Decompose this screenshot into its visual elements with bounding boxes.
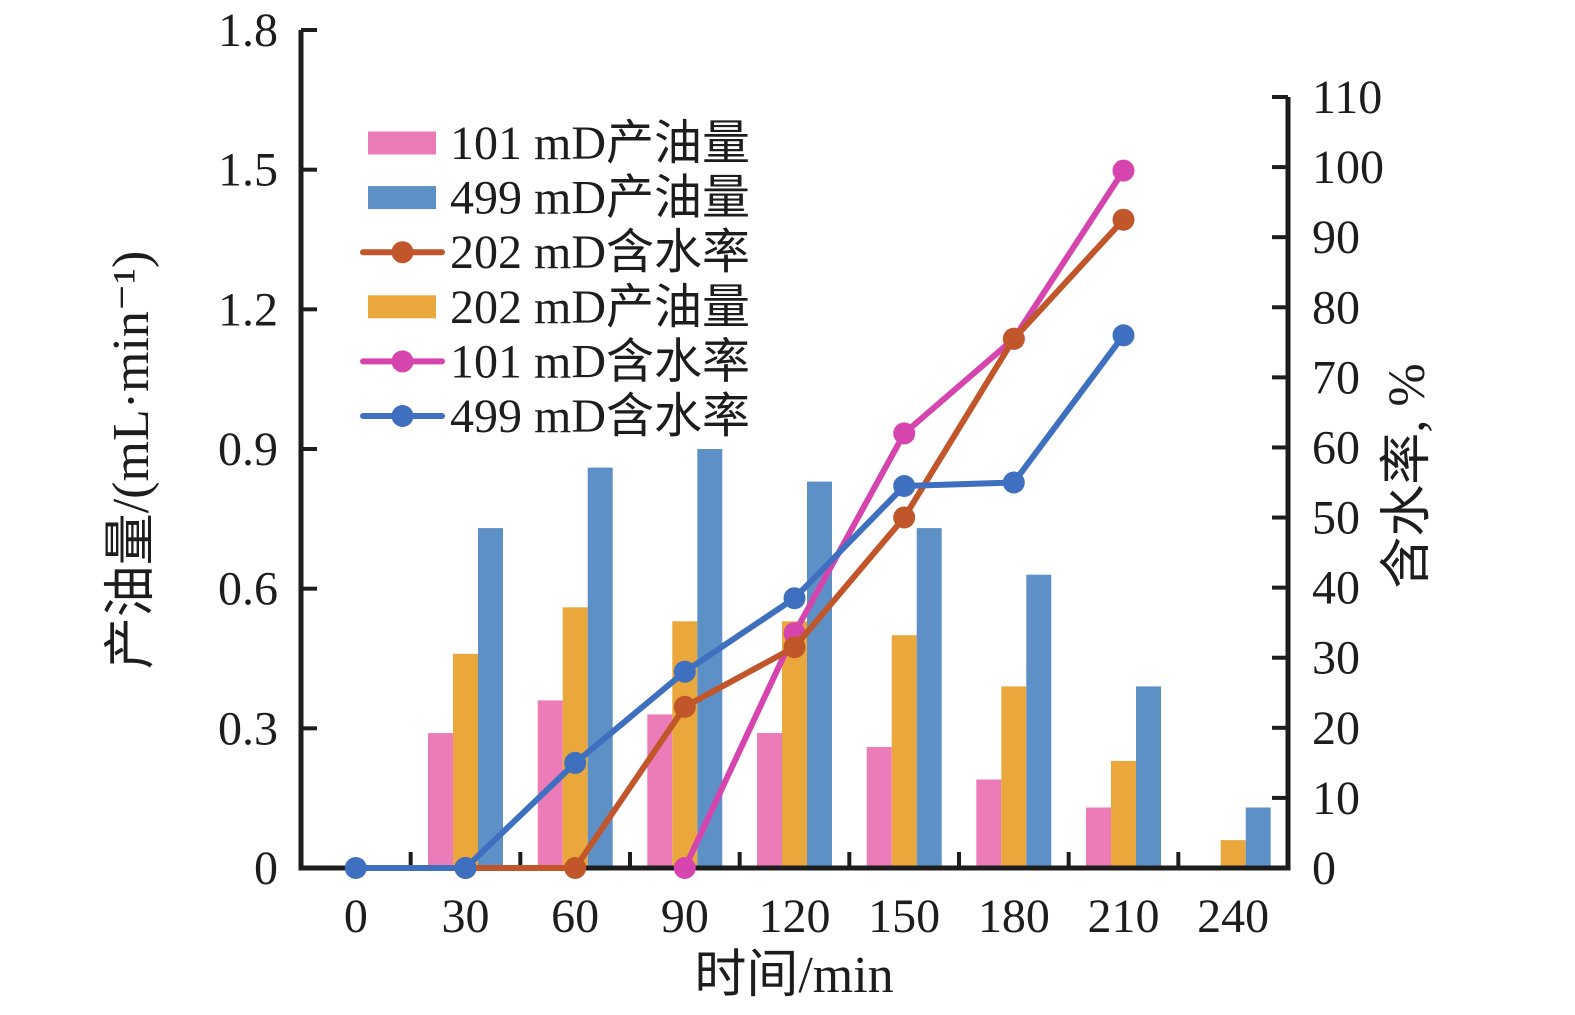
right-tick-label: 30 [1312,632,1360,685]
legend-label: 499 mD含水率 [450,390,750,443]
legend-bar-swatch [368,186,436,210]
x-tick-label: 120 [759,890,831,943]
bar-2-cat-180 [1026,574,1052,868]
bar-0-cat-30 [428,733,453,868]
line-marker [564,857,587,879]
legend-label: 202 mD含水率 [450,226,750,279]
bars-layer [428,449,1271,868]
x-tick-label: 150 [868,890,940,943]
legend-item-3: 202 mD产油量 [368,281,750,334]
right-axis-title: 含水率, % [1379,363,1436,588]
line-marker [1112,208,1135,231]
bar-2-cat-60 [587,467,613,868]
legend-item-2: 202 mD含水率 [360,226,750,279]
legend-item-4: 101 mD含水率 [360,335,750,388]
legend-label: 202 mD产油量 [450,281,750,334]
bar-1-cat-120 [782,621,807,868]
right-tick-label: 10 [1312,772,1360,825]
right-tick-label: 80 [1312,281,1360,334]
right-tick-label: 100 [1312,141,1384,194]
bar-1-cat-90 [672,621,698,868]
line-marker [893,506,916,529]
right-tick-label: 40 [1312,562,1360,615]
legend-line-dot [391,350,414,373]
legend-label: 499 mD产油量 [450,172,750,225]
legend-item-5: 499 mD含水率 [360,390,750,443]
legend-item-0: 101 mD产油量 [368,117,750,170]
x-axis-title: 时间/min [694,947,893,1004]
bar-1-cat-150 [891,635,917,868]
line-marker [673,695,696,718]
left-axis-title: 产油量/(mL·min⁻¹) [103,251,160,670]
legend-bar-swatch [368,295,436,319]
left-tick-label: 1.8 [218,4,278,57]
legend-item-1: 499 mD产油量 [368,172,750,225]
legend-label: 101 mD含水率 [450,335,750,388]
bar-0-cat-150 [866,747,892,868]
legend-bar-swatch [368,131,436,155]
right-tick-label: 70 [1312,351,1360,404]
legend-label: 101 mD产油量 [450,117,750,170]
bar-2-cat-240 [1245,807,1271,868]
bar-0-cat-210 [1086,807,1111,868]
right-tick-label: 110 [1312,71,1382,124]
left-tick-label: 1.5 [218,144,278,197]
bar-2-cat-30 [478,528,503,868]
line-series-2 [352,332,1127,871]
x-tick-label: 210 [1088,890,1160,943]
lines-layer [344,159,1135,879]
x-tick-label: 60 [551,890,599,943]
bar-2-cat-150 [916,528,942,868]
bar-1-cat-210 [1111,760,1136,868]
bar-2-cat-120 [807,481,832,868]
line-marker [893,475,916,497]
left-tick-label: 1.2 [218,283,278,336]
x-tick-label: 180 [978,890,1050,943]
bar-0-cat-90 [647,714,673,868]
left-tick-label: 0.9 [218,423,278,476]
line-marker [564,751,587,774]
right-tick-label: 90 [1312,211,1360,264]
legend-line-dot [391,241,414,264]
x-tick-label: 90 [661,890,709,943]
x-tick-label: 30 [442,890,490,943]
right-tick-label: 20 [1312,702,1360,755]
line-marker [1112,159,1135,182]
line-marker [1002,327,1025,350]
line-marker [893,422,916,445]
bar-0-cat-180 [976,779,1002,868]
x-tick-label: 240 [1197,890,1269,943]
bar-1-cat-60 [562,607,588,868]
right-tick-label: 0 [1312,842,1336,895]
bar-1-cat-180 [1001,686,1027,868]
bar-0-cat-120 [757,733,782,868]
line-marker [344,857,367,879]
bar-2-cat-210 [1136,686,1161,868]
bar-1-cat-240 [1220,840,1246,868]
line-marker [673,857,696,879]
line-marker [783,636,806,659]
line-marker [673,660,696,683]
x-tick-label: 0 [344,890,368,943]
bar-1-cat-30 [453,653,478,868]
line-marker [1112,324,1135,347]
right-tick-label: 50 [1312,492,1360,545]
line-marker [454,857,477,879]
line-marker [1002,471,1025,494]
left-tick-label: 0.6 [218,563,278,616]
legend-line-dot [391,405,414,427]
left-tick-label: 0.3 [218,702,278,755]
right-tick-label: 60 [1312,421,1360,474]
line-marker [783,587,806,610]
left-tick-label: 0 [254,842,278,895]
